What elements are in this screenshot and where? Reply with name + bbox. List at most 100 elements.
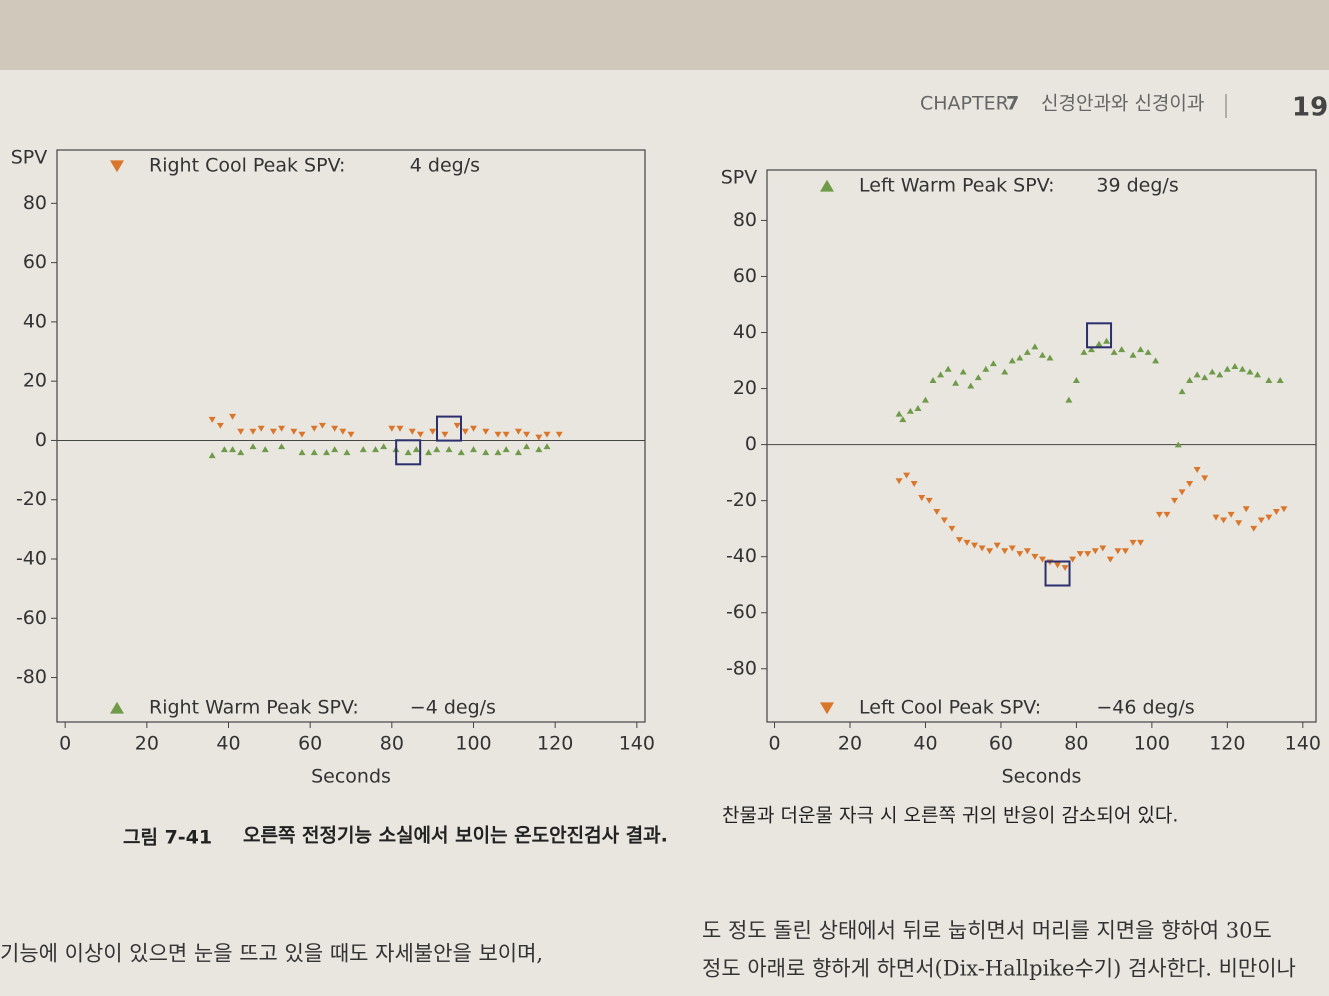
y-tick-label: -20 (16, 488, 47, 510)
data-point (543, 443, 551, 450)
plot-frame (56, 149, 646, 723)
x-tick-label: 140 (619, 733, 655, 755)
x-tick-label: 60 (989, 733, 1013, 755)
data-point (269, 428, 277, 435)
data-point (278, 443, 286, 450)
x-tick-label: 80 (1064, 733, 1088, 755)
data-point (1152, 357, 1160, 364)
data-point (1178, 489, 1186, 496)
data-point (1106, 556, 1114, 563)
data-point (298, 449, 306, 456)
data-point (963, 539, 971, 546)
data-point (1216, 371, 1224, 378)
data-point (1223, 365, 1231, 372)
peak-box (436, 415, 462, 442)
data-point (482, 428, 490, 435)
y-tick-label: 60 (23, 251, 47, 273)
data-point (470, 446, 477, 453)
data-point (1080, 348, 1088, 355)
x-tick-label: 120 (537, 733, 573, 755)
data-point (978, 545, 986, 552)
data-point (339, 428, 347, 435)
data-point (1114, 548, 1122, 555)
data-point (208, 452, 216, 459)
data-point (220, 446, 228, 453)
data-point (1129, 539, 1137, 546)
data-point (1201, 374, 1209, 381)
data-point (914, 405, 922, 411)
data-point (494, 431, 502, 438)
data-point (310, 449, 318, 456)
peak-box (1044, 560, 1071, 587)
legend-value: 39 deg/s (1096, 175, 1178, 197)
data-point (1272, 509, 1280, 515)
y-tick-label: 20 (23, 370, 47, 392)
data-point (1076, 551, 1084, 558)
data-point (535, 446, 543, 453)
data-point (1276, 377, 1284, 383)
data-point (971, 542, 979, 549)
data-point (257, 425, 265, 432)
data-point (514, 449, 522, 456)
data-point (1163, 511, 1171, 518)
data-point (229, 413, 237, 420)
legend-label: Left Cool Peak SPV: (859, 697, 1041, 719)
data-point (323, 449, 330, 456)
caption-label: 그림 7-41 (123, 827, 212, 849)
chapter-label: CHAPTER (920, 93, 1009, 115)
data-point (955, 537, 963, 544)
x-tick-label: 20 (135, 733, 159, 755)
y-tick-label: -40 (16, 547, 47, 569)
data-point (249, 443, 257, 450)
data-point (1054, 562, 1062, 569)
data-point (1227, 511, 1235, 518)
data-point (959, 368, 967, 375)
legend-value: 4 deg/s (410, 155, 480, 177)
data-point (331, 425, 339, 432)
data-point (1001, 548, 1009, 555)
legend-label: Right Cool Peak SPV: (149, 155, 345, 177)
data-point (1137, 539, 1145, 546)
data-point (535, 434, 543, 441)
data-point (433, 446, 441, 453)
data-point (318, 422, 326, 429)
data-point (237, 449, 245, 456)
data-point (1072, 377, 1080, 383)
data-point (895, 410, 903, 417)
data-point (933, 509, 941, 515)
data-point (1231, 362, 1239, 369)
data-point (1038, 351, 1046, 358)
data-point (1016, 551, 1024, 558)
data-point (986, 548, 994, 555)
data-point (261, 446, 269, 453)
chapter-section: 신경안과와 신경이과 (1041, 93, 1204, 115)
peak-box (1086, 322, 1113, 349)
data-point (1144, 348, 1152, 355)
data-point (229, 446, 237, 453)
data-point (404, 449, 412, 456)
y-tick-label: 80 (23, 192, 47, 214)
data-point (1250, 525, 1258, 532)
y-tick-label: -60 (726, 601, 757, 623)
data-point (1220, 517, 1228, 524)
data-point (1061, 565, 1069, 572)
data-point (388, 425, 396, 432)
x-tick-label: 40 (913, 733, 937, 755)
data-point (429, 428, 437, 435)
data-point (906, 407, 914, 414)
x-tick-label: 40 (216, 733, 240, 755)
data-point (1137, 346, 1145, 353)
legend-marker (820, 179, 834, 192)
data-point (453, 422, 461, 429)
data-point (1121, 548, 1129, 555)
x-tick-label: 80 (380, 733, 404, 755)
data-point (1174, 441, 1182, 448)
data-point (347, 431, 355, 438)
data-point (502, 446, 510, 453)
body-text: 도 정도 돌린 상태에서 뒤로 눕히면서 머리를 지면을 향하여 30도 (702, 919, 1272, 943)
data-point (937, 371, 945, 378)
y-tick-label: -80 (16, 666, 47, 688)
data-point (1087, 346, 1095, 353)
data-point (1023, 348, 1031, 355)
data-point (921, 396, 929, 403)
